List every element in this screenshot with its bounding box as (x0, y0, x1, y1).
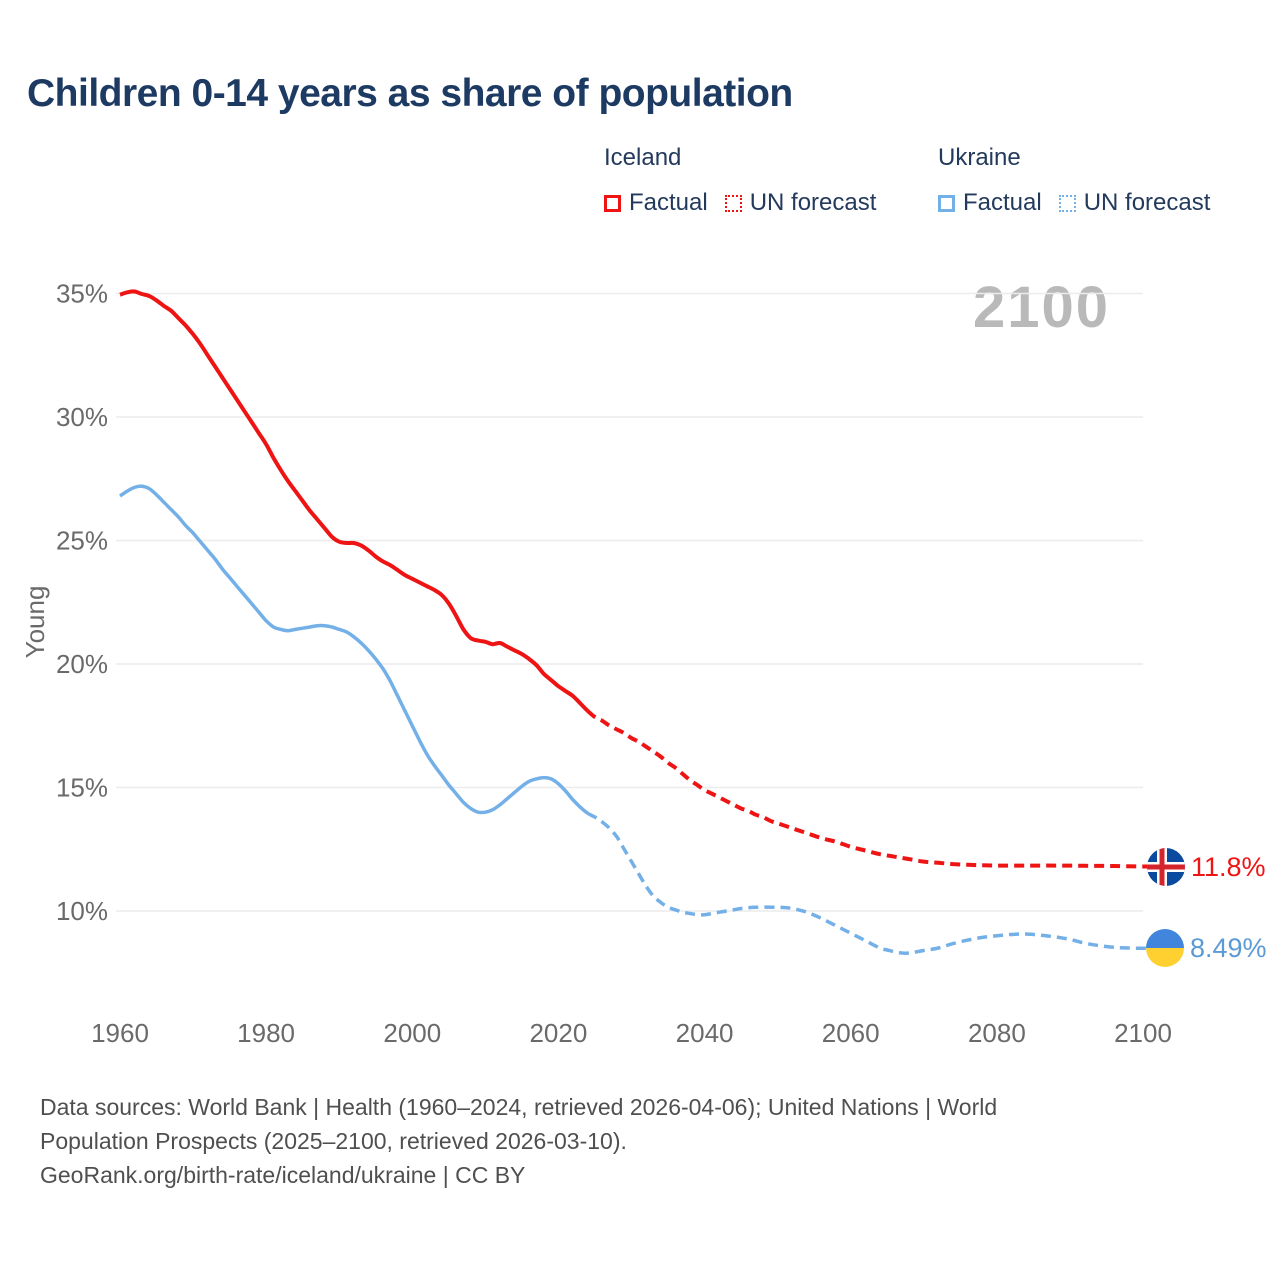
y-tick-20: 20% (56, 649, 108, 679)
legend-label: Factual (629, 189, 708, 216)
footer-attribution: Data sources: World Bank | Health (1960–… (40, 1090, 1200, 1192)
x-tick-2040: 2040 (676, 1018, 734, 1048)
x-tick-2000: 2000 (383, 1018, 441, 1048)
legend-country-ukraine: Ukraine (938, 144, 1021, 171)
y-tick-35: 35% (56, 279, 108, 309)
x-tick-2080: 2080 (968, 1018, 1026, 1048)
georank-url-line: GeoRank.org/birth-rate/iceland/ukraine |… (40, 1162, 526, 1188)
series-ukraine-factual (119, 484, 589, 815)
legend-group-ukraine: Ukraine Factual UN forecast (938, 144, 1210, 217)
legend-item-ukraine-forecast[interactable]: UN forecast (1058, 189, 1211, 217)
iceland-factual-swatch-icon (604, 194, 621, 212)
y-tick-15: 15% (56, 773, 108, 803)
x-tick-2100: 2100 (1114, 1018, 1172, 1048)
ukraine-factual-swatch-icon (938, 194, 955, 212)
y-tick-25: 25% (56, 526, 108, 556)
legend-label: UN forecast (749, 189, 877, 216)
legend-country-iceland: Iceland (604, 144, 682, 171)
page-title: Children 0-14 years as share of populati… (27, 72, 793, 115)
iceland-end-value: 11.8% (1191, 852, 1266, 882)
series-ukraine-un-forecast (586, 811, 1152, 955)
y-tick-30: 30% (56, 402, 108, 432)
year-watermark: 2100 (972, 275, 1110, 340)
legend-group-iceland: Iceland Factual UN forecast (604, 144, 876, 217)
legend-label: Factual (963, 189, 1042, 216)
data-sources-line1: Data sources: World Bank | Health (1960–… (40, 1094, 998, 1120)
ukraine-flag-icon (1146, 929, 1184, 967)
iceland-forecast-swatch-icon (724, 194, 742, 212)
y-axis-title: Young (20, 586, 50, 659)
iceland-flag-icon (1147, 848, 1185, 886)
legend-item-ukraine-factual[interactable]: Factual (938, 189, 1042, 217)
x-tick-1980: 1980 (237, 1018, 295, 1048)
x-tick-2060: 2060 (822, 1018, 880, 1048)
ukraine-end-label: 8.49% (1146, 929, 1267, 967)
x-tick-2020: 2020 (529, 1018, 587, 1048)
ukraine-end-value: 8.49% (1190, 933, 1267, 963)
legend-item-iceland-forecast[interactable]: UN forecast (724, 189, 877, 217)
series-iceland-factual (119, 289, 590, 713)
iceland-end-label: 11.8% (1147, 848, 1266, 886)
data-sources-line2: Population Prospects (2025–2100, retriev… (40, 1128, 627, 1154)
legend-item-iceland-factual[interactable]: Factual (604, 189, 708, 217)
legend-label: UN forecast (1083, 189, 1211, 216)
x-tick-1960: 1960 (91, 1018, 149, 1048)
y-tick-10: 10% (56, 896, 108, 926)
series-iceland-un-forecast (586, 709, 1152, 869)
ukraine-forecast-swatch-icon (1058, 194, 1076, 212)
population-share-line-chart: 10% 15% 20% 25% 30% 35% 1960 1980 2000 2020 2040 20… (20, 279, 1172, 1049)
